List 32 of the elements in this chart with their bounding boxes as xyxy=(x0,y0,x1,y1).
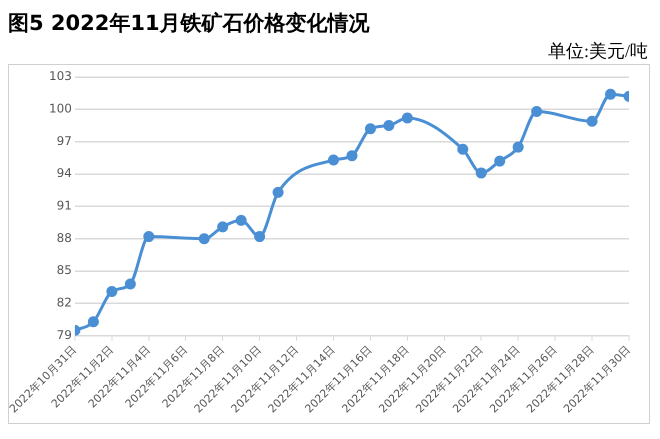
y-tick-label: 100 xyxy=(49,101,72,116)
point xyxy=(254,231,266,242)
point xyxy=(217,221,228,232)
point xyxy=(198,233,210,244)
point xyxy=(512,142,524,153)
y-tick-label: 82 xyxy=(56,296,72,310)
y-tick-label: 79 xyxy=(56,328,72,342)
point xyxy=(586,116,598,127)
point xyxy=(124,278,136,290)
point xyxy=(143,231,154,242)
chart-title: 图5 2022年11月铁矿石价格变化情况 xyxy=(8,10,371,37)
point xyxy=(531,106,542,117)
y-tick-label: 91 xyxy=(56,198,72,212)
y-tick-label: 94 xyxy=(56,166,72,180)
point xyxy=(88,316,99,328)
point xyxy=(402,112,413,124)
y-tick-label: 97 xyxy=(56,134,72,148)
y-tick-label: 88 xyxy=(56,230,72,245)
point xyxy=(457,144,468,155)
point xyxy=(605,88,616,100)
y-tick-label: 85 xyxy=(56,263,72,278)
point xyxy=(236,214,247,226)
point xyxy=(272,186,284,198)
text: 单位:美元/吨 xyxy=(546,40,649,63)
y-tick-label: 103 xyxy=(49,69,72,84)
point xyxy=(328,154,339,166)
point xyxy=(346,150,358,162)
point xyxy=(494,156,506,167)
point xyxy=(383,120,394,132)
point xyxy=(364,123,376,134)
point xyxy=(476,167,487,178)
point xyxy=(106,286,118,298)
